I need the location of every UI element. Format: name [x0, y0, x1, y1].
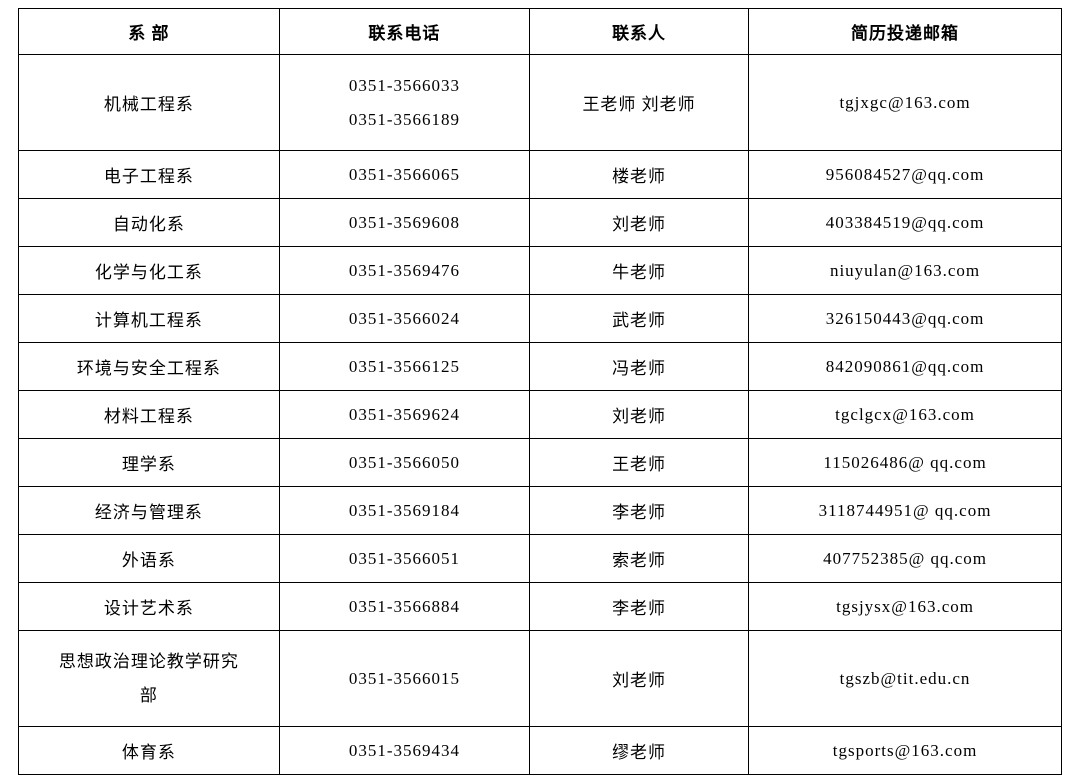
- table-row: 机械工程系0351-35660330351-3566189王老师 刘老师tgjx…: [19, 55, 1062, 151]
- table-row: 化学与化工系0351-3569476牛老师niuyulan@163.com: [19, 247, 1062, 295]
- cell-contact: 楼老师: [530, 151, 749, 199]
- cell-dept: 电子工程系: [19, 151, 280, 199]
- table-row: 经济与管理系0351-3569184李老师3118744951@ qq.com: [19, 487, 1062, 535]
- table-row: 电子工程系0351-3566065楼老师956084527@qq.com: [19, 151, 1062, 199]
- col-header-phone: 联系电话: [279, 9, 529, 55]
- cell-contact: 缪老师: [530, 727, 749, 775]
- table-row: 理学系0351-3566050王老师115026486@ qq.com: [19, 439, 1062, 487]
- cell-dept: 体育系: [19, 727, 280, 775]
- cell-contact: 武老师: [530, 295, 749, 343]
- cell-email: niuyulan@163.com: [749, 247, 1062, 295]
- cell-dept: 设计艺术系: [19, 583, 280, 631]
- cell-dept: 思想政治理论教学研究部: [19, 631, 280, 727]
- table-row: 体育系0351-3569434缪老师tgsports@163.com: [19, 727, 1062, 775]
- cell-phone: 0351-3569184: [279, 487, 529, 535]
- cell-contact: 刘老师: [530, 199, 749, 247]
- cell-dept: 材料工程系: [19, 391, 280, 439]
- table-row: 外语系0351-3566051索老师407752385@ qq.com: [19, 535, 1062, 583]
- cell-email: tgsjysx@163.com: [749, 583, 1062, 631]
- cell-dept: 经济与管理系: [19, 487, 280, 535]
- cell-email: tgsports@163.com: [749, 727, 1062, 775]
- table-row: 环境与安全工程系0351-3566125冯老师842090861@qq.com: [19, 343, 1062, 391]
- cell-phone: 0351-3569624: [279, 391, 529, 439]
- table-header-row: 系 部 联系电话 联系人 简历投递邮箱: [19, 9, 1062, 55]
- cell-email: 407752385@ qq.com: [749, 535, 1062, 583]
- cell-dept: 计算机工程系: [19, 295, 280, 343]
- cell-contact: 刘老师: [530, 631, 749, 727]
- contact-table: 系 部 联系电话 联系人 简历投递邮箱 机械工程系0351-3566033035…: [18, 8, 1062, 775]
- table-row: 自动化系0351-3569608刘老师403384519@qq.com: [19, 199, 1062, 247]
- cell-email: 842090861@qq.com: [749, 343, 1062, 391]
- cell-email: 403384519@qq.com: [749, 199, 1062, 247]
- cell-phone: 0351-3566065: [279, 151, 529, 199]
- table-row: 材料工程系0351-3569624刘老师tgclgcx@163.com: [19, 391, 1062, 439]
- cell-dept: 自动化系: [19, 199, 280, 247]
- cell-dept: 环境与安全工程系: [19, 343, 280, 391]
- cell-phone: 0351-3566051: [279, 535, 529, 583]
- cell-email: 326150443@qq.com: [749, 295, 1062, 343]
- cell-contact: 李老师: [530, 487, 749, 535]
- cell-phone: 0351-3569608: [279, 199, 529, 247]
- cell-contact: 冯老师: [530, 343, 749, 391]
- cell-phone: 0351-3566024: [279, 295, 529, 343]
- cell-contact: 王老师 刘老师: [530, 55, 749, 151]
- cell-phone: 0351-3569434: [279, 727, 529, 775]
- table-body: 机械工程系0351-35660330351-3566189王老师 刘老师tgjx…: [19, 55, 1062, 775]
- cell-email: tgszb@tit.edu.cn: [749, 631, 1062, 727]
- cell-dept: 化学与化工系: [19, 247, 280, 295]
- cell-phone: 0351-3566125: [279, 343, 529, 391]
- cell-phone: 0351-3566015: [279, 631, 529, 727]
- cell-contact: 李老师: [530, 583, 749, 631]
- cell-phone: 0351-3566884: [279, 583, 529, 631]
- cell-dept: 机械工程系: [19, 55, 280, 151]
- col-header-email: 简历投递邮箱: [749, 9, 1062, 55]
- cell-email: 3118744951@ qq.com: [749, 487, 1062, 535]
- col-header-dept: 系 部: [19, 9, 280, 55]
- cell-phone: 0351-35660330351-3566189: [279, 55, 529, 151]
- cell-contact: 牛老师: [530, 247, 749, 295]
- cell-contact: 索老师: [530, 535, 749, 583]
- cell-contact: 王老师: [530, 439, 749, 487]
- cell-email: tgclgcx@163.com: [749, 391, 1062, 439]
- cell-dept: 外语系: [19, 535, 280, 583]
- cell-contact: 刘老师: [530, 391, 749, 439]
- cell-phone: 0351-3566050: [279, 439, 529, 487]
- cell-email: tgjxgc@163.com: [749, 55, 1062, 151]
- table-row: 设计艺术系0351-3566884李老师tgsjysx@163.com: [19, 583, 1062, 631]
- table-row: 计算机工程系0351-3566024武老师326150443@qq.com: [19, 295, 1062, 343]
- cell-email: 115026486@ qq.com: [749, 439, 1062, 487]
- cell-email: 956084527@qq.com: [749, 151, 1062, 199]
- table-row: 思想政治理论教学研究部0351-3566015刘老师tgszb@tit.edu.…: [19, 631, 1062, 727]
- cell-dept: 理学系: [19, 439, 280, 487]
- col-header-contact: 联系人: [530, 9, 749, 55]
- cell-phone: 0351-3569476: [279, 247, 529, 295]
